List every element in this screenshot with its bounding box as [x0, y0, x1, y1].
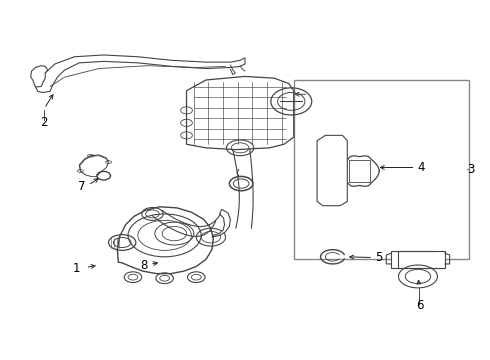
- Bar: [348, 160, 370, 182]
- Text: 2: 2: [41, 116, 48, 129]
- Bar: [391, 251, 445, 267]
- Polygon shape: [30, 66, 48, 87]
- Text: 3: 3: [467, 163, 474, 176]
- Text: 8: 8: [140, 258, 147, 271]
- Text: 5: 5: [375, 251, 383, 264]
- Polygon shape: [117, 207, 213, 274]
- Polygon shape: [80, 156, 108, 176]
- Polygon shape: [317, 135, 347, 206]
- Polygon shape: [187, 76, 294, 150]
- Text: 6: 6: [416, 299, 423, 312]
- Text: 4: 4: [417, 161, 425, 174]
- Polygon shape: [212, 209, 230, 237]
- Text: 7: 7: [78, 180, 86, 193]
- Polygon shape: [35, 55, 245, 93]
- Text: 1: 1: [73, 262, 81, 275]
- Polygon shape: [79, 155, 109, 176]
- Bar: [294, 80, 469, 258]
